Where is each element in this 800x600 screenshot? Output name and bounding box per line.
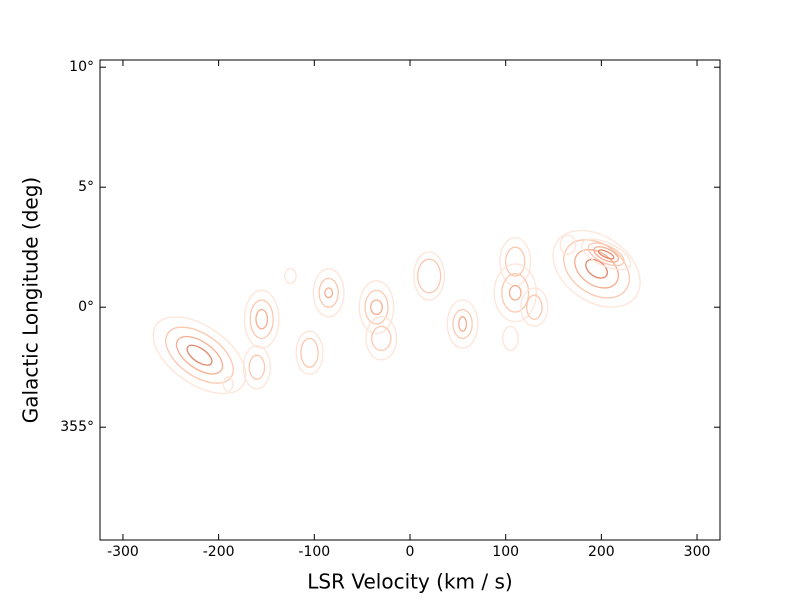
x-axis-label: LSR Velocity (km / s) (307, 570, 512, 594)
contour-line (446, 299, 479, 349)
contour-line (505, 246, 526, 277)
y-axis-label: Galactic Longitude (deg) (19, 177, 43, 423)
contour-line (365, 316, 398, 361)
contour-line (371, 325, 392, 352)
contour-line (249, 299, 274, 340)
contour-line (300, 337, 319, 368)
x-tick-label: -200 (203, 544, 235, 560)
contour-line (358, 280, 395, 335)
contour-line (493, 263, 537, 323)
contour-line (413, 251, 446, 301)
contour-line (587, 242, 625, 267)
contour-line (593, 246, 619, 263)
y-tick-label: 10° (69, 59, 94, 75)
x-tick-label: 0 (406, 544, 415, 560)
contour-line (563, 239, 630, 299)
x-tick-label: 300 (684, 544, 711, 560)
contour-line (559, 234, 577, 256)
contour-line (520, 287, 549, 328)
contour-line (248, 354, 266, 380)
y-tick-label: 0° (78, 299, 94, 315)
contour-line (458, 316, 468, 332)
contour-line (581, 238, 632, 271)
contour-line (364, 289, 389, 325)
contour-line (452, 308, 473, 340)
contour-line (526, 294, 543, 320)
contour-line (295, 330, 324, 376)
contour-line (312, 268, 345, 318)
x-tick-label: 200 (588, 544, 615, 560)
contour-line (597, 249, 615, 260)
contour-line (318, 277, 339, 308)
contour-line (243, 289, 280, 349)
contour-line (508, 284, 522, 301)
contour-line (186, 344, 213, 366)
contour-line (552, 229, 641, 308)
contour-line (499, 236, 532, 287)
contour-line (284, 268, 297, 284)
x-tick-label: -300 (107, 544, 139, 560)
contour-line (175, 335, 224, 375)
contour-line (324, 287, 334, 299)
plot-frame (99, 59, 721, 541)
x-tick-label: -100 (298, 544, 330, 560)
contour-line (152, 316, 247, 395)
contour-line (370, 299, 383, 316)
y-tick-label: 5° (78, 179, 94, 195)
contour-line (242, 344, 271, 390)
y-tick-label: 355° (60, 419, 94, 435)
x-tick-label: 100 (492, 544, 519, 560)
contour-line (574, 248, 619, 289)
contour-line (417, 258, 442, 294)
contour-line (255, 308, 269, 330)
contour-line (222, 376, 234, 392)
contour-line (501, 272, 530, 313)
contour-line (502, 325, 519, 352)
contour-line (585, 258, 608, 279)
contour-line (165, 326, 234, 384)
